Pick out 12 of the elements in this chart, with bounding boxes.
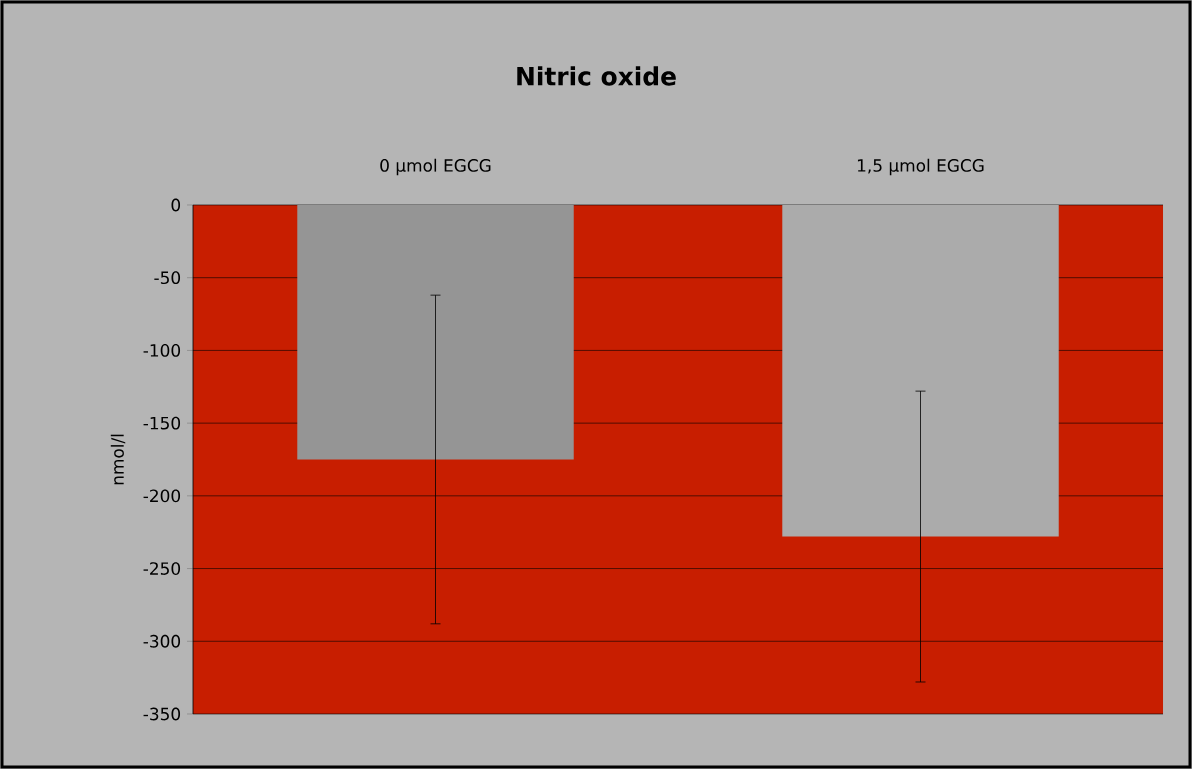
chart-title: Nitric oxide — [517, 66, 676, 86]
x-tick-label: 1,5 µmol EGCG — [857, 158, 984, 176]
y-tick-label: -50 — [154, 271, 181, 285]
y-tick-label: -250 — [143, 562, 181, 575]
y-tick-label: -200 — [143, 489, 181, 503]
y-tick-label: -150 — [143, 416, 181, 430]
x-tick-label: 0 µmol EGCG — [380, 158, 491, 176]
y-axis-title: nmol/l — [110, 434, 126, 485]
y-tick-label: -300 — [143, 634, 181, 648]
y-tick-label: -350 — [143, 707, 181, 721]
y-tick-label: -100 — [143, 344, 181, 357]
y-tick-label: 0 — [171, 198, 181, 212]
